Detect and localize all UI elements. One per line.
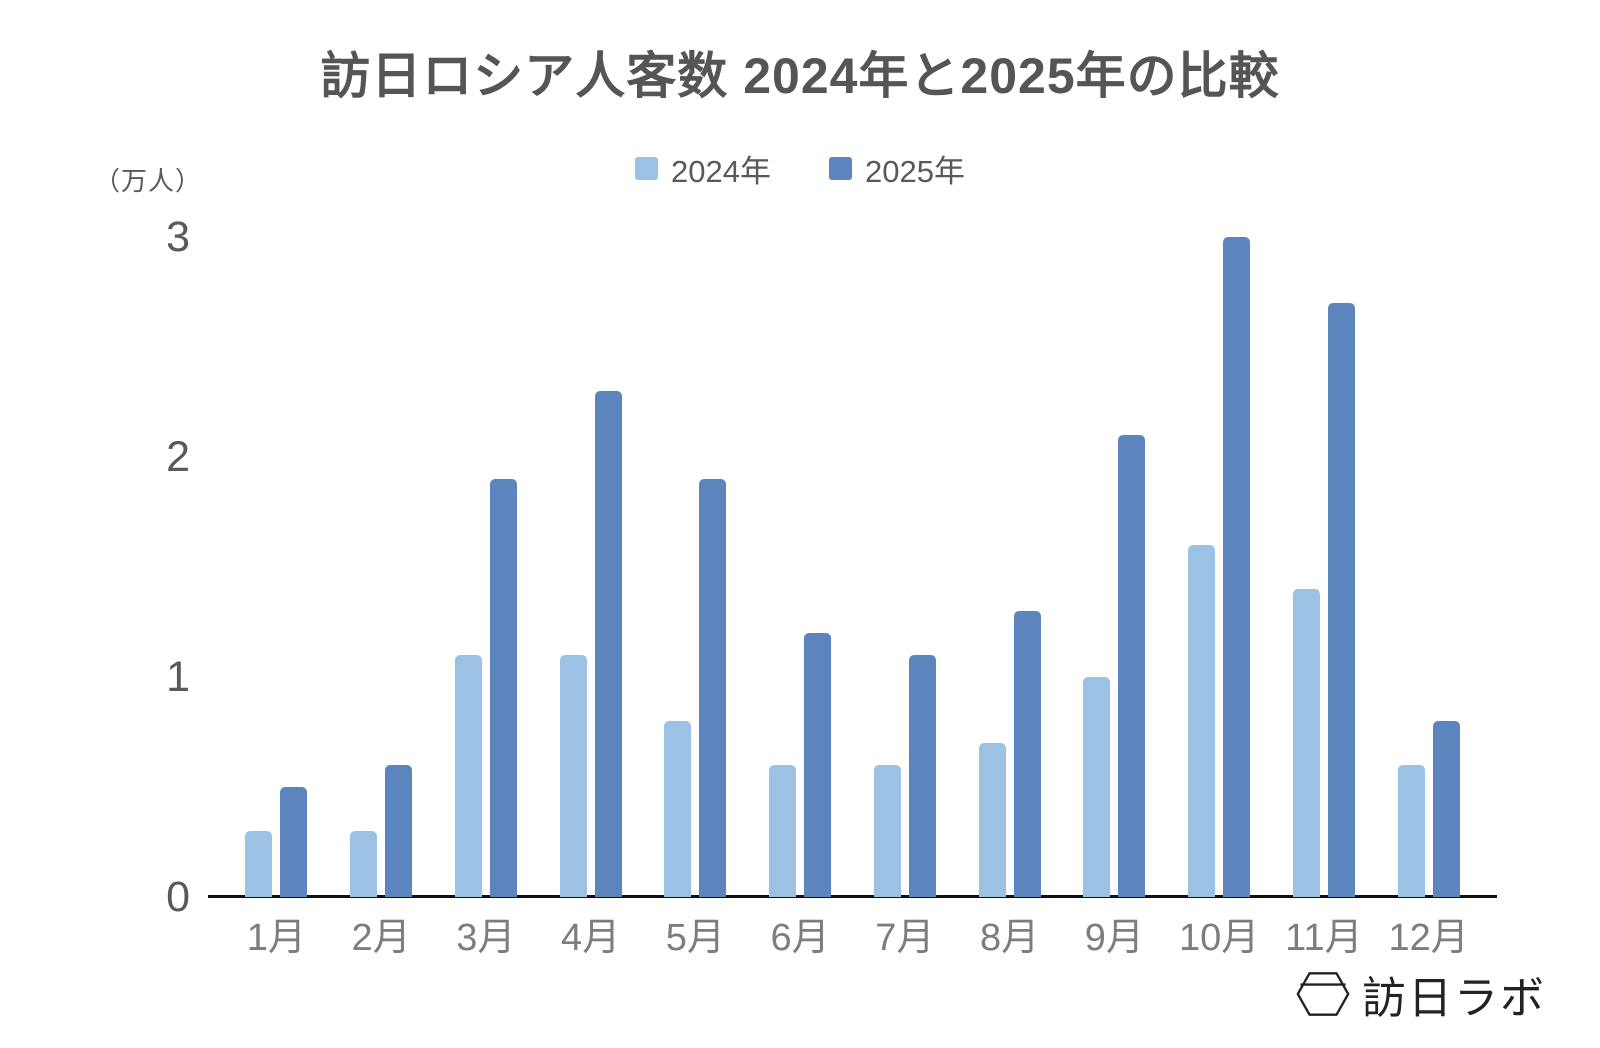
legend-item-2024年: 2024年 — [635, 146, 771, 191]
month-slot-2月: 2月 — [329, 237, 434, 959]
legend: 2024年 2025年 — [0, 146, 1600, 191]
x-tick-label-3月: 3月 — [456, 917, 516, 959]
y-axis-unit-label: （万人） — [94, 166, 203, 196]
bar-2024年-3月 — [454, 655, 482, 897]
bar-pair-1月 — [245, 787, 308, 897]
bar-pair-5月 — [664, 479, 727, 897]
bar-pair-12月 — [1397, 721, 1460, 897]
bar-pair-8月 — [978, 611, 1041, 897]
x-tick-label-10月: 10月 — [1178, 917, 1260, 959]
legend-item-2025年: 2025年 — [829, 146, 965, 191]
hexagon-lantern-icon — [1296, 972, 1350, 1016]
bar-2025年-11月 — [1327, 303, 1355, 897]
bar-pair-11月 — [1292, 303, 1355, 897]
bar-2025年-2月 — [385, 765, 413, 897]
bar-2024年-1月 — [245, 831, 273, 897]
logo-text: 訪日ラボ — [1362, 974, 1546, 1023]
bar-2025年-3月 — [489, 479, 517, 897]
month-slot-4月: 4月 — [538, 237, 643, 959]
y-tick-label-1: 1 — [166, 653, 190, 701]
chart-title: 訪日ロシア人客数 2024年と2025年の比較 — [320, 48, 1280, 104]
month-slot-8月: 8月 — [957, 237, 1062, 959]
y-tick-label-3: 3 — [166, 213, 190, 261]
y-axis-ticks: 0 1 2 3 — [0, 0, 190, 1048]
bar-2025年-4月 — [594, 391, 622, 897]
x-tick-label-8月: 8月 — [980, 917, 1040, 959]
month-slot-11月: 11月 — [1272, 237, 1377, 959]
month-slot-7月: 7月 — [853, 237, 958, 959]
month-slot-12月: 12月 — [1376, 237, 1481, 959]
month-slot-6月: 6月 — [748, 237, 853, 959]
x-tick-label-2月: 2月 — [351, 917, 411, 959]
month-slot-9月: 9月 — [1062, 237, 1167, 959]
bar-pair-6月 — [769, 633, 832, 897]
legend-swatch-icon — [829, 157, 852, 180]
legend-label: 2024年 — [671, 154, 771, 189]
x-tick-label-4月: 4月 — [561, 917, 621, 959]
bar-2025年-12月 — [1432, 721, 1460, 897]
legend-label: 2025年 — [865, 154, 965, 189]
x-tick-label-1月: 1月 — [246, 917, 306, 959]
x-tick-label-11月: 11月 — [1285, 917, 1363, 959]
bar-2024年-5月 — [664, 721, 692, 897]
bar-2024年-8月 — [978, 743, 1006, 897]
bar-2025年-8月 — [1013, 611, 1041, 897]
bar-pair-4月 — [559, 391, 622, 897]
bar-2024年-2月 — [350, 831, 378, 897]
x-tick-label-12月: 12月 — [1388, 917, 1469, 959]
bar-pair-9月 — [1083, 435, 1146, 897]
x-tick-label-5月: 5月 — [665, 917, 725, 959]
x-tick-label-6月: 6月 — [770, 917, 830, 959]
bar-2025年-7月 — [908, 655, 936, 897]
bar-2024年-9月 — [1083, 677, 1111, 897]
y-tick-label-0: 0 — [166, 873, 190, 921]
x-tick-label-7月: 7月 — [875, 917, 935, 959]
y-tick-label-2: 2 — [166, 433, 190, 481]
month-slot-1月: 1月 — [224, 237, 329, 959]
bar-2024年-10月 — [1188, 545, 1216, 897]
x-axis-line — [208, 895, 1497, 898]
bar-2024年-4月 — [559, 655, 587, 897]
bar-2024年-12月 — [1397, 765, 1425, 897]
bar-2025年-1月 — [280, 787, 308, 897]
bar-2025年-10月 — [1223, 237, 1251, 897]
bar-2025年-9月 — [1118, 435, 1146, 897]
bar-pair-10月 — [1188, 237, 1251, 897]
bar-pair-2月 — [350, 765, 413, 897]
x-tick-label-9月: 9月 — [1084, 917, 1144, 959]
plot-area: 1月 2月 3月 4月 5月 6月 7月 8月 9月 10月 11月 12月 — [208, 237, 1497, 959]
month-slot-3月: 3月 — [434, 237, 539, 959]
bar-pair-3月 — [454, 479, 517, 897]
legend-swatch-icon — [635, 157, 659, 180]
bar-2024年-11月 — [1292, 589, 1320, 897]
bar-pair-7月 — [873, 655, 936, 897]
bar-2024年-7月 — [873, 765, 901, 897]
bar-2024年-6月 — [769, 765, 797, 897]
bar-2025年-5月 — [699, 479, 727, 897]
logo: 訪日ラボ — [1296, 962, 1546, 1026]
month-slot-10月: 10月 — [1167, 237, 1272, 959]
bar-2025年-6月 — [804, 633, 832, 897]
month-slot-5月: 5月 — [643, 237, 748, 959]
